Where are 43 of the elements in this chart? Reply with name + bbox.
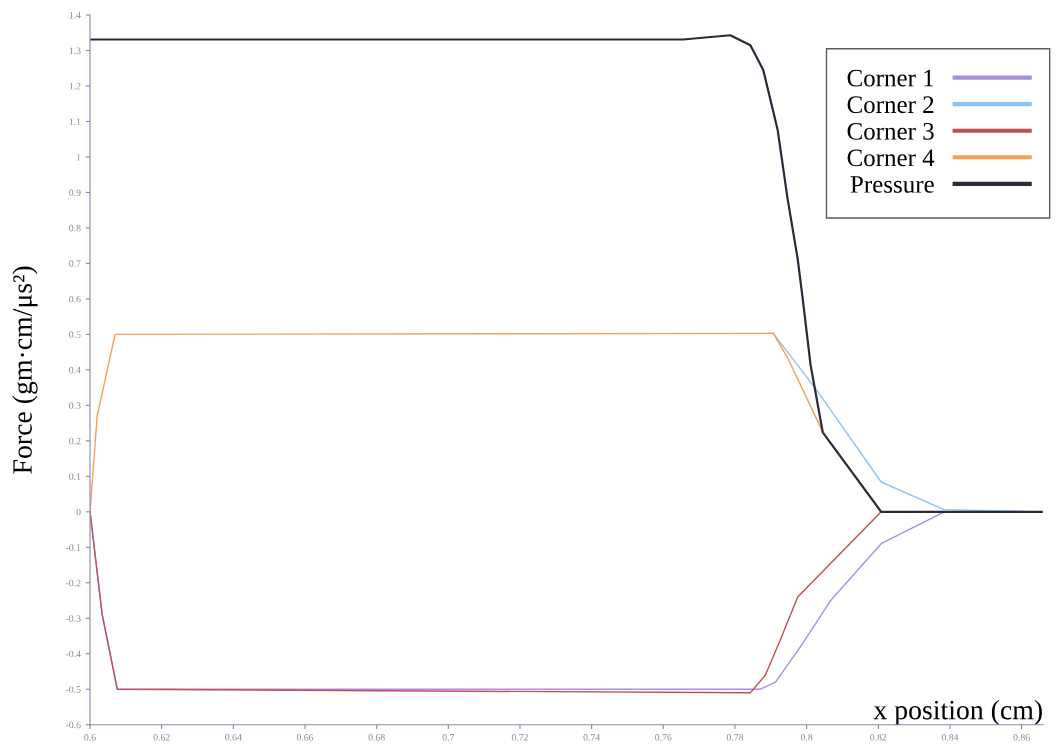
x-tick-label: 0.84 <box>941 734 959 741</box>
x-tick-label: 0.7 <box>442 734 455 741</box>
y-tick-label: 0.5 <box>69 331 81 338</box>
line-series <box>90 34 1043 513</box>
x-tick-label: 0.62 <box>153 734 170 741</box>
y-tick-label: 0.2 <box>69 437 81 445</box>
y-tick-label: 0.3 <box>69 402 81 409</box>
y-tick-label: 1.4 <box>69 11 81 19</box>
y-tick-label: 0.9 <box>69 189 81 196</box>
legend-label: Corner 2 <box>847 96 934 114</box>
x-tick-label: 0.72 <box>511 734 528 741</box>
y-axis-title: Force (gm·cm/μs²) <box>12 266 38 474</box>
y-tick-label: 1.3 <box>69 47 81 55</box>
y-tick-label: 0.6 <box>69 295 81 303</box>
y-tick-label: -0.4 <box>65 650 81 658</box>
legend-label: Corner 1 <box>847 69 934 87</box>
y-tick-label: 0.7 <box>69 260 81 267</box>
x-axis-title: x position (cm) <box>873 699 1042 726</box>
x-tick-label: 0.8 <box>800 734 813 741</box>
y-tick-label: 1.1 <box>69 118 81 125</box>
x-tick-label: 0.68 <box>368 734 385 741</box>
y-tick-label: 0.8 <box>69 224 81 232</box>
y-tick-label: -0.3 <box>65 615 81 622</box>
y-tick-label: 1.2 <box>69 82 81 90</box>
y-tick-label: 0 <box>76 508 81 516</box>
x-tick-label: 0.66 <box>296 734 314 741</box>
x-tick-label: 0.76 <box>655 734 672 741</box>
x-tick-label: 0.78 <box>726 734 744 741</box>
y-tick-label: 0.1 <box>69 473 81 480</box>
y-tick-label: -0.5 <box>65 686 81 693</box>
x-tick-label: 0.86 <box>1013 734 1030 741</box>
legend-label: Corner 3 <box>847 122 934 140</box>
legend-label: Pressure <box>850 176 934 193</box>
x-tick-label: 0.74 <box>583 734 600 741</box>
x-tick-label: 0.82 <box>870 734 887 741</box>
x-tick-label: 0.64 <box>225 734 242 741</box>
y-tick-label: -0.2 <box>65 579 81 587</box>
x-tick-label: 0.6 <box>84 734 96 741</box>
legend-label: Corner 4 <box>847 149 935 167</box>
y-tick-label: -0.1 <box>65 544 81 551</box>
y-tick-label: 1 <box>76 153 81 161</box>
y-tick-label: -0.6 <box>65 721 81 729</box>
y-tick-label: 0.4 <box>69 366 81 374</box>
